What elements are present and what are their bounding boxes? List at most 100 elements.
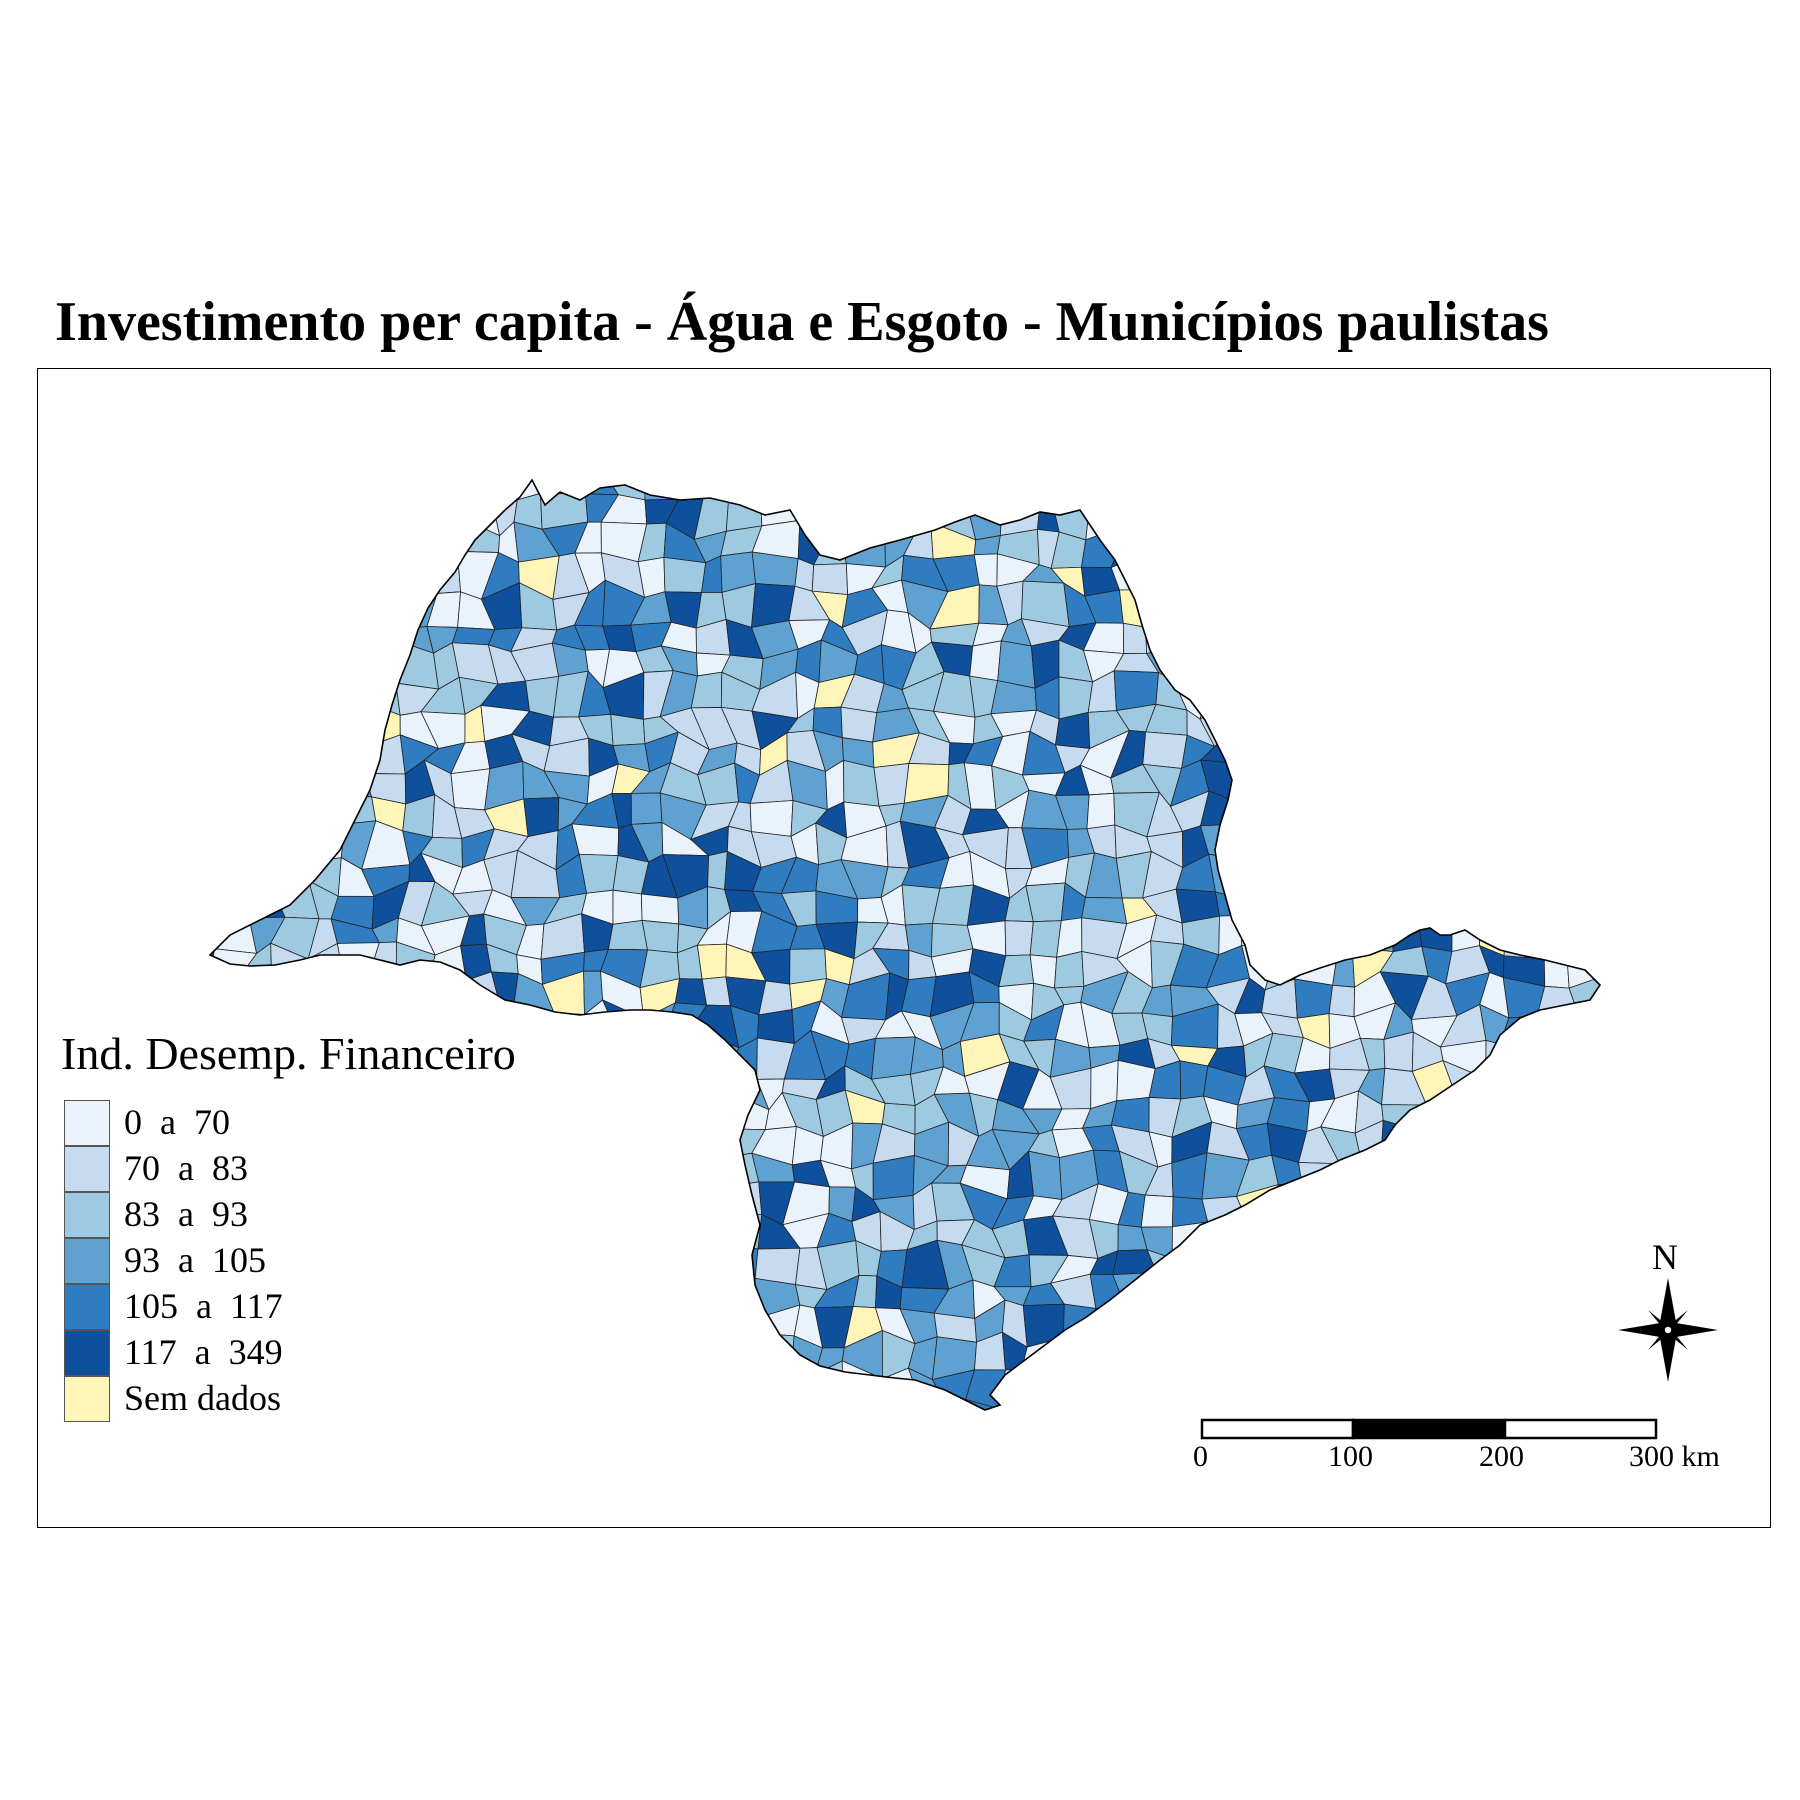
municipality-cell xyxy=(210,975,249,1020)
municipality-cell xyxy=(1331,534,1364,564)
municipality-cell xyxy=(840,531,886,568)
municipality-cell xyxy=(1331,793,1366,837)
municipality-cell xyxy=(631,1394,675,1410)
municipality-cell xyxy=(1240,1339,1281,1372)
municipality-cell xyxy=(1561,1301,1600,1342)
municipality-cell xyxy=(1442,622,1489,657)
municipality-cell xyxy=(779,480,825,497)
municipality-cell xyxy=(700,1278,723,1312)
municipality-cell xyxy=(241,1422,277,1468)
municipality-cell xyxy=(1536,1210,1572,1247)
municipality-cell xyxy=(210,789,259,840)
municipality-cell xyxy=(524,1220,551,1255)
municipality-cell xyxy=(1564,639,1600,687)
municipality-cell xyxy=(1232,879,1274,924)
municipality-cell xyxy=(1390,1307,1431,1351)
municipality-cell xyxy=(1566,922,1600,960)
municipality-cell xyxy=(549,1243,588,1290)
municipality-cell xyxy=(1599,641,1600,687)
municipality-cell xyxy=(633,1271,672,1311)
municipality-cell xyxy=(299,615,332,660)
scale-label: 200 xyxy=(1479,1440,1524,1473)
municipality-cell xyxy=(1088,1389,1126,1410)
legend-swatch xyxy=(64,1330,110,1376)
municipality-cell xyxy=(1425,674,1460,710)
municipality-cell xyxy=(877,1424,919,1464)
municipality-cell xyxy=(1243,821,1278,861)
municipality-cell xyxy=(541,1182,580,1222)
municipality-cell xyxy=(1393,1215,1427,1255)
municipality-cell xyxy=(1261,761,1302,791)
municipality-cell xyxy=(271,970,313,1019)
municipality-cell xyxy=(1292,885,1340,929)
municipality-cell xyxy=(1548,494,1580,538)
municipality-cell xyxy=(1449,834,1483,865)
municipality-cell xyxy=(1500,1365,1548,1405)
legend-item: 83 a 93 xyxy=(64,1192,484,1238)
municipality-cell xyxy=(676,1212,697,1260)
municipality-cell xyxy=(1417,886,1453,921)
municipality-cell xyxy=(1300,789,1338,838)
municipality-cell xyxy=(1207,1219,1248,1256)
municipality-cell xyxy=(210,536,253,567)
municipality-cell xyxy=(299,583,333,617)
legend-label: 70 a 83 xyxy=(124,1148,248,1188)
map-frame xyxy=(37,368,1771,1528)
municipality-cell xyxy=(695,1183,730,1215)
municipality-cell xyxy=(630,792,663,825)
municipality-cell xyxy=(550,1359,582,1406)
municipality-cell xyxy=(1447,766,1487,804)
municipality-cell xyxy=(677,1093,695,1138)
municipality-cell xyxy=(338,480,368,509)
municipality-cell xyxy=(1484,1281,1516,1311)
municipality-cell xyxy=(1267,858,1297,895)
municipality-cell xyxy=(1530,593,1579,622)
municipality-cell xyxy=(933,480,972,503)
municipality-cell xyxy=(1379,1119,1430,1168)
municipality-cell xyxy=(1332,643,1361,676)
municipality-cell xyxy=(721,480,762,498)
municipality-cell xyxy=(1171,584,1205,630)
map-title: Investimento per capita - Água e Esgoto … xyxy=(55,291,1549,353)
municipality-cell xyxy=(601,1152,648,1199)
municipality-cell xyxy=(1229,559,1268,594)
municipality-cell xyxy=(1441,1090,1489,1136)
municipality-cell xyxy=(390,1421,432,1466)
municipality-cell xyxy=(1305,1304,1327,1335)
municipality-cell xyxy=(210,881,227,914)
scale-label: 300 km xyxy=(1629,1440,1720,1473)
municipality-cell xyxy=(1534,1107,1571,1132)
municipality-cell xyxy=(608,920,648,951)
municipality-cell xyxy=(303,793,346,825)
municipality-cell xyxy=(661,1151,698,1184)
municipality-cell xyxy=(1321,850,1369,898)
municipality-cell xyxy=(1262,622,1306,661)
municipality-cell xyxy=(1601,773,1633,806)
municipality-cell xyxy=(271,1422,302,1468)
municipality-cell xyxy=(1411,494,1457,531)
municipality-cell xyxy=(1501,1243,1540,1288)
municipality-cell xyxy=(707,850,728,890)
municipality-cell xyxy=(612,889,643,925)
municipality-cell xyxy=(600,1031,635,1064)
municipality-cell xyxy=(575,1195,616,1230)
municipality-cell xyxy=(513,1428,542,1468)
municipality-cell xyxy=(1303,591,1327,627)
municipality-cell xyxy=(540,1159,578,1197)
municipality-cell xyxy=(1090,1339,1122,1376)
municipality-cell xyxy=(1479,796,1507,839)
municipality-cell xyxy=(761,1333,795,1368)
municipality-cell xyxy=(1384,555,1426,600)
municipality-cell xyxy=(248,682,287,721)
municipality-cell xyxy=(276,613,307,661)
municipality-cell xyxy=(695,1331,740,1369)
municipality-cell xyxy=(545,1299,582,1350)
municipality-cell xyxy=(251,558,288,594)
municipality-cell xyxy=(1529,676,1566,709)
municipality-cell xyxy=(1199,1273,1242,1316)
municipality-cell xyxy=(629,1151,676,1188)
municipality-cell xyxy=(1562,1030,1600,1075)
municipality-cell xyxy=(1272,922,1303,951)
municipality-cell xyxy=(1479,491,1520,522)
